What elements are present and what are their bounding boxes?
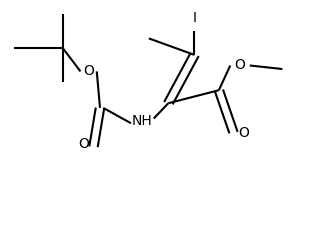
Text: O: O	[234, 59, 246, 73]
Text: O: O	[83, 64, 94, 78]
Text: NH: NH	[132, 114, 153, 128]
Text: O: O	[78, 137, 89, 151]
Text: I: I	[192, 11, 197, 25]
Text: O: O	[238, 126, 249, 140]
